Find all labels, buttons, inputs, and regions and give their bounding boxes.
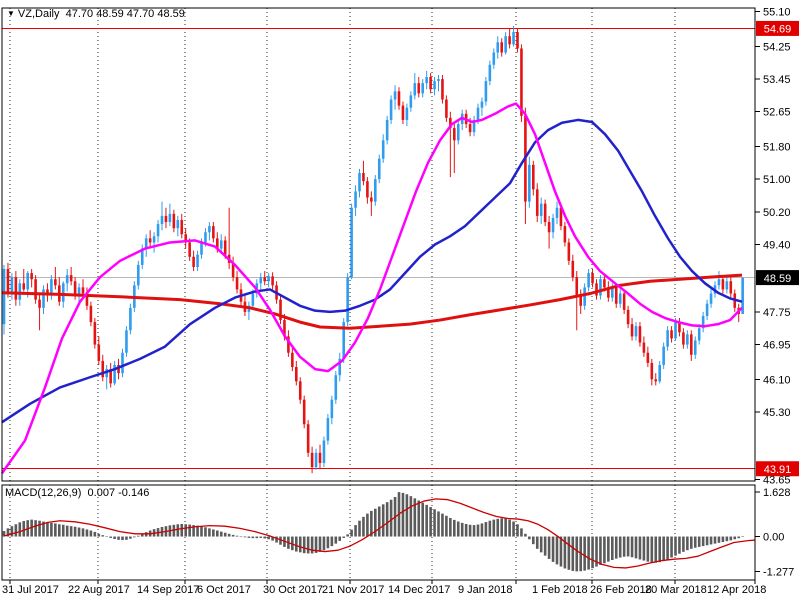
svg-text:54.69: 54.69 bbox=[764, 24, 792, 36]
time-gridlines bbox=[9, 8, 676, 580]
svg-text:47.75: 47.75 bbox=[763, 307, 791, 319]
svg-text:43.65: 43.65 bbox=[763, 474, 791, 486]
moving-averages bbox=[0, 102, 743, 474]
price-axis[interactable]: 55.10 54.25 53.45 52.65 51.80 51.00 50.20 49.40… bbox=[755, 7, 799, 579]
svg-text:43.91: 43.91 bbox=[764, 464, 792, 476]
svg-text:53.45: 53.45 bbox=[763, 74, 791, 86]
svg-text:51.80: 51.80 bbox=[763, 141, 791, 153]
symbol-dropdown-icon[interactable]: ▼ bbox=[7, 9, 15, 18]
svg-text:52.65: 52.65 bbox=[763, 107, 791, 119]
svg-text:12 Apr 2018: 12 Apr 2018 bbox=[707, 584, 766, 596]
svg-text:22 Aug 2017: 22 Aug 2017 bbox=[68, 584, 130, 596]
svg-text:14 Dec 2017: 14 Dec 2017 bbox=[388, 584, 450, 596]
svg-text:-1.277: -1.277 bbox=[763, 566, 794, 578]
macd-pane-content bbox=[2, 492, 756, 572]
svg-text:0.00: 0.00 bbox=[763, 532, 784, 544]
svg-text:1.628: 1.628 bbox=[763, 487, 791, 499]
ohlc-readout: 47.70 48.59 47.70 48.59 bbox=[65, 8, 185, 20]
svg-text:46.95: 46.95 bbox=[763, 340, 791, 352]
svg-text:48.59: 48.59 bbox=[764, 273, 792, 285]
candlesticks bbox=[2, 25, 744, 474]
svg-text:54.25: 54.25 bbox=[763, 41, 791, 53]
chart-comment: ▼ VZ,Daily 47.70 48.59 47.70 48.59 bbox=[7, 8, 185, 20]
svg-text:31 Jul 2017: 31 Jul 2017 bbox=[2, 584, 59, 596]
svg-text:50.20: 50.20 bbox=[763, 207, 791, 219]
svg-text:30 Oct 2017: 30 Oct 2017 bbox=[263, 584, 323, 596]
svg-text:14 Sep 2017: 14 Sep 2017 bbox=[137, 584, 199, 596]
svg-text:46.10: 46.10 bbox=[763, 374, 791, 386]
macd-values: 0.007 -0.146 bbox=[87, 487, 150, 499]
svg-text:1 Feb 2018: 1 Feb 2018 bbox=[532, 584, 588, 596]
macd-indicator-label: MACD(12,26,9) 0.007 -0.146 bbox=[5, 487, 149, 499]
symbol-period-label: VZ,Daily bbox=[17, 8, 60, 20]
svg-text:20 Mar 2018: 20 Mar 2018 bbox=[645, 584, 707, 596]
svg-text:21 Nov 2017: 21 Nov 2017 bbox=[322, 584, 384, 596]
svg-text:49.40: 49.40 bbox=[763, 240, 791, 252]
macd-name: MACD(12,26,9) bbox=[5, 487, 82, 499]
svg-text:26 Feb 2018: 26 Feb 2018 bbox=[590, 584, 652, 596]
svg-text:6 Oct 2017: 6 Oct 2017 bbox=[197, 584, 251, 596]
svg-text:51.00: 51.00 bbox=[763, 174, 791, 186]
svg-text:45.30: 45.30 bbox=[763, 407, 791, 419]
svg-text:9 Jan 2018: 9 Jan 2018 bbox=[458, 584, 512, 596]
price-level-lines bbox=[2, 27, 755, 470]
svg-text:55.10: 55.10 bbox=[763, 7, 791, 19]
